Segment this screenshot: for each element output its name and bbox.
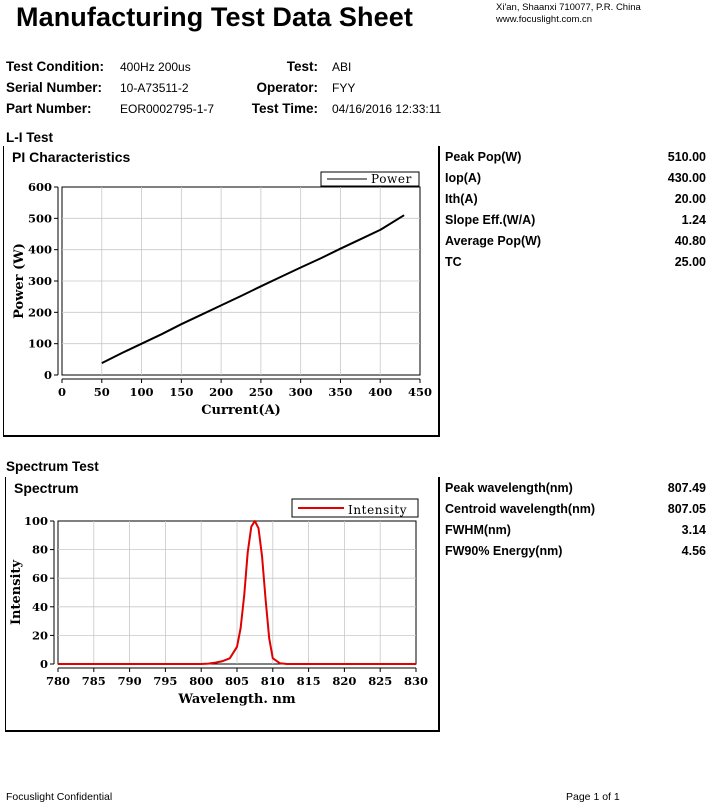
stat-value: 4.56 — [681, 544, 706, 558]
website-line: www.focuslight.com.cn — [496, 14, 593, 25]
y-tick-label: 0 — [44, 368, 52, 382]
y-tick-label: 40 — [32, 600, 48, 614]
y-tick-label: 80 — [32, 543, 48, 557]
x-tick-label: 450 — [408, 385, 432, 399]
x-tick-label: 780 — [46, 674, 70, 688]
spectrum-panel: Spectrum 780 785 790 795 800 805 810 815 820 825 8… — [5, 477, 440, 732]
x-tick-label: 200 — [209, 385, 233, 399]
operator-label: Operator: — [256, 80, 318, 95]
series-line — [58, 520, 416, 665]
x-tick-label: 805 — [225, 674, 249, 688]
stat-label: Iop(A) — [445, 171, 482, 185]
x-tick-label: 300 — [289, 385, 313, 399]
x-tick-label: 150 — [169, 385, 193, 399]
y-axis-label: Power (W) — [12, 243, 27, 319]
stat-value: 40.80 — [674, 234, 706, 248]
spectrum-chart: 780 785 790 795 800 805 810 815 820 825 830 0 20 40 60… — [9, 498, 428, 707]
x-tick-label: 810 — [261, 674, 285, 688]
y-tick-label: 0 — [40, 657, 48, 671]
stat-value: 807.05 — [667, 502, 706, 516]
x-tick-label: 785 — [82, 674, 106, 688]
y-tick-label: 300 — [28, 274, 52, 288]
legend-label: Power — [371, 172, 412, 186]
address-line: Xi'an, Shaanxi 710077, P.R. China — [496, 2, 641, 13]
stat-label: Average Pop(W) — [445, 234, 542, 248]
footer-confidential: Focuslight Confidential — [6, 791, 113, 803]
stat-label: Peak wavelength(nm) — [445, 481, 573, 495]
legend-box — [320, 171, 420, 187]
x-tick-label: 820 — [332, 674, 356, 688]
test-value: ABI — [332, 60, 352, 74]
y-tick-label: 100 — [28, 337, 52, 351]
x-tick-label: 830 — [404, 674, 428, 688]
serial-number-value: 10-A73511-2 — [120, 81, 189, 95]
legend-box — [291, 498, 419, 518]
serial-number-label: Serial Number: — [6, 80, 103, 95]
stat-value: 430.00 — [667, 171, 706, 185]
pi-chart: 0 50 100 150 200 250 300 350 400 450 0 100 200 300 400… — [12, 171, 432, 418]
stat-value: 510.00 — [667, 150, 706, 164]
pi-panel-title: PI Characteristics — [12, 149, 131, 165]
test-time-label: Test Time: — [251, 101, 318, 116]
li-test-heading: L-I Test — [6, 130, 53, 145]
operator-value: FYY — [332, 81, 356, 95]
stat-label: Slope Eff.(W/A) — [445, 213, 536, 227]
x-tick-label: 815 — [297, 674, 321, 688]
x-tick-label: 250 — [249, 385, 273, 399]
test-condition-value: 400Hz 200us — [120, 60, 191, 74]
x-axis-label: Wavelength. nm — [177, 692, 295, 707]
y-tick-label: 600 — [28, 180, 52, 194]
spectrum-test-heading: Spectrum Test — [6, 459, 99, 474]
stat-value: 25.00 — [674, 255, 706, 269]
stat-label: Centroid wavelength(nm) — [445, 502, 596, 516]
series-line — [101, 214, 405, 364]
stat-label: Ith(A) — [445, 192, 478, 206]
company-address: Xi'an, Shaanxi 710077, P.R. China www.fo… — [496, 2, 641, 26]
stat-label: FW90% Energy(nm) — [445, 544, 563, 558]
x-tick-label: 800 — [189, 674, 213, 688]
y-axis-label: Intensity — [9, 560, 24, 626]
page-title: Manufacturing Test Data Sheet — [16, 2, 413, 32]
part-number-value: EOR0002795-1-7 — [120, 102, 215, 116]
stat-value: 3.14 — [681, 523, 706, 537]
test-time-value: 04/16/2016 12:33:11 — [332, 102, 442, 116]
stat-label: TC — [445, 255, 462, 269]
y-tick-label: 20 — [32, 628, 48, 642]
test-condition-label: Test Condition: — [6, 59, 104, 74]
x-tick-label: 100 — [130, 385, 154, 399]
spectrum-panel-title: Spectrum — [14, 480, 79, 496]
y-tick-label: 100 — [24, 514, 48, 528]
x-tick-label: 50 — [94, 385, 110, 399]
part-number-label: Part Number: — [6, 101, 92, 116]
x-axis-label: Current(A) — [201, 403, 281, 418]
x-tick-label: 825 — [368, 674, 392, 688]
stat-value: 1.24 — [681, 213, 706, 227]
pi-characteristics-panel: PI Characteristics 0 50 100 150 200 250 300 350… — [3, 146, 440, 437]
x-tick-label: 400 — [368, 385, 392, 399]
test-label: Test: — [286, 59, 318, 74]
y-tick-label: 200 — [28, 305, 52, 319]
stat-label: Peak Pop(W) — [445, 150, 522, 164]
stat-value: 20.00 — [674, 192, 706, 206]
y-tick-label: 60 — [32, 571, 48, 585]
stat-value: 807.49 — [667, 481, 706, 495]
x-tick-label: 350 — [328, 385, 352, 399]
x-tick-label: 795 — [153, 674, 177, 688]
footer-page-number: Page 1 of 1 — [566, 791, 620, 803]
stat-label: FWHM(nm) — [445, 523, 511, 537]
y-tick-label: 500 — [28, 211, 52, 225]
x-tick-label: 790 — [118, 674, 142, 688]
x-tick-label: 0 — [58, 385, 66, 399]
legend-label: Intensity — [348, 503, 407, 517]
y-tick-label: 400 — [28, 243, 52, 257]
